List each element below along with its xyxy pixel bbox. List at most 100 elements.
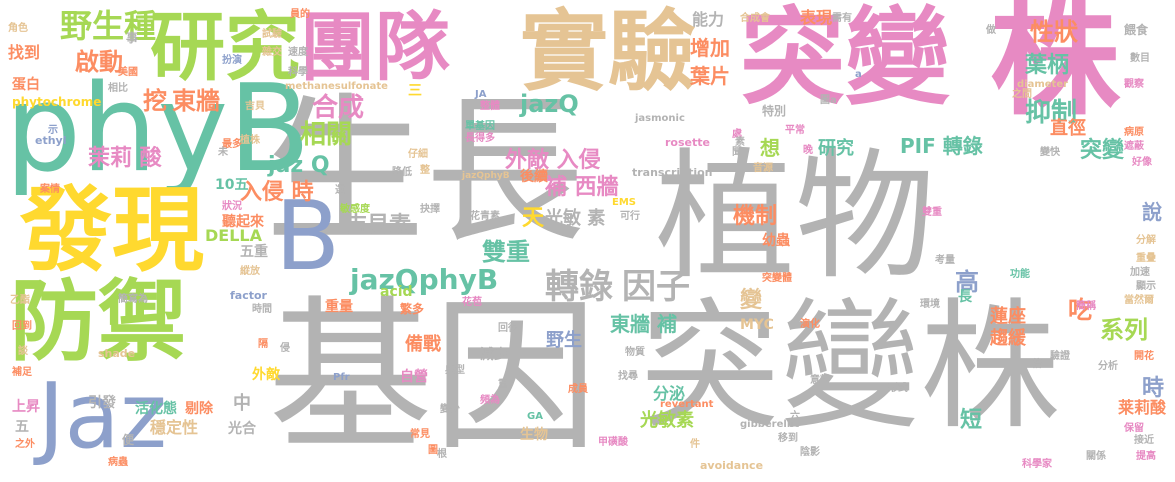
word-mutant-gray: 突變株	[640, 286, 1061, 449]
word-naturally: 當然爾	[1124, 295, 1154, 306]
word-phytochrome-lime: 光敏素	[640, 410, 694, 431]
word-substance: 物質	[625, 347, 645, 358]
word-member-of: 員的	[290, 9, 310, 20]
word-hear: 聞	[732, 147, 742, 158]
word-trigger: 引發	[88, 395, 116, 411]
word-most: 最多	[222, 139, 242, 150]
word-pif-transcription: PIF 轉錄	[900, 134, 983, 158]
word-say: 說	[1142, 200, 1162, 224]
word-hybrid: 雜交	[262, 47, 282, 58]
word-patch-westwall: 補 西牆	[545, 175, 619, 200]
word-mutation-pink: 突變	[740, 0, 951, 119]
word-research-small: 研究	[818, 138, 854, 159]
word-science: 科學	[288, 67, 308, 78]
word-phyb: phyB	[5, 60, 311, 199]
word-source: 音源	[753, 163, 773, 174]
word-phytochrome-en: phytochrome	[12, 95, 102, 109]
word-matter: 事	[126, 31, 139, 45]
word-synthesize: 合成會	[740, 13, 770, 24]
word-diameter: 直徑	[1050, 118, 1086, 139]
word-myc: MYC	[740, 317, 774, 333]
word-shadow: 陰影	[800, 447, 820, 458]
word-active-form: 活化態	[135, 401, 177, 417]
word-protein: 蛋白	[12, 77, 40, 93]
word-usa: 美國	[118, 67, 138, 78]
word-feasible: 可行	[620, 211, 640, 222]
word-overlap: 重疊	[1136, 253, 1156, 264]
word-mesylate: 甲磺酸	[598, 437, 628, 448]
word-restore: 回復	[498, 323, 518, 334]
word-trial: 試驗	[262, 29, 282, 40]
word-increase: 增加	[690, 36, 730, 60]
word-verify: 驗證	[1050, 351, 1070, 362]
word-jazqphyb-small: jazQphyB	[462, 171, 510, 181]
word-rosette: 蓮座	[990, 306, 1026, 327]
word-heavy: 重	[498, 379, 508, 390]
word-then: 便	[122, 433, 135, 447]
word-a: a	[855, 69, 862, 80]
word-b: B	[275, 182, 341, 292]
word-separate: 隔	[258, 339, 268, 350]
word-five: 五	[15, 419, 29, 435]
word-careful: 仔細	[408, 149, 428, 160]
word-wildtype: 野生種	[60, 7, 157, 45]
word-weight: 重量	[325, 299, 353, 315]
word-knockout: 剔除	[185, 401, 213, 417]
word-speed: 速度	[288, 47, 308, 58]
word-gibberellic: gibberellic	[740, 419, 800, 430]
word-single-gene: 單基因	[465, 121, 495, 132]
word-experiment: 實驗	[520, 0, 697, 103]
word-gene: 基因	[268, 281, 598, 473]
word-abbrev: 簡寫為	[118, 294, 148, 305]
word-ja: JA	[475, 89, 487, 100]
word-gibb-short: 吉貝	[245, 101, 265, 112]
word-diameter-en: diameter	[1017, 79, 1069, 90]
word-fivefold: 五重	[240, 244, 268, 260]
word-discover: 發現	[20, 177, 205, 284]
word-ethyl: ethyl	[35, 134, 67, 147]
word-invade-small: 侵	[280, 343, 290, 354]
word-change: 變	[740, 288, 763, 313]
word-grows-more: 長得多	[465, 133, 495, 144]
word-transcription-en: transcription	[632, 166, 713, 179]
word-jazq-space: jaz Q	[268, 153, 330, 178]
word-expected: 意料	[810, 375, 830, 386]
word-form: 形式	[888, 383, 908, 394]
word-figure: 圖	[428, 445, 438, 456]
word-mutant-body: 突變體	[762, 273, 792, 284]
word-three: 三	[408, 83, 422, 99]
word-pathogen: 病原	[1124, 127, 1144, 138]
word-decrease: 減少	[480, 347, 508, 363]
word-shade: shade	[98, 347, 136, 360]
word-acid: acid	[380, 284, 413, 300]
word-methanesulfonate: methanesulfonate	[285, 81, 388, 92]
word-eastwall-patch: 東牆 補	[610, 312, 677, 336]
word-ability: 能力	[692, 10, 725, 29]
word-rosette-en: rosette	[665, 136, 710, 149]
word-member: 成員	[568, 384, 588, 395]
word-jasmonic-acid: 茉莉 酸	[88, 146, 162, 171]
word-six: 六	[790, 411, 800, 422]
word-show: 顯示	[1136, 281, 1156, 292]
word-case: 案情	[40, 184, 60, 195]
word-relation: 關係	[1086, 451, 1106, 462]
word-double: 雙重	[482, 238, 530, 266]
word-think: 想	[760, 136, 780, 160]
word-environment: 環境	[920, 299, 940, 310]
word-synthesis: 合成	[312, 93, 365, 123]
word-play-role: 扮演	[222, 55, 242, 66]
word-analysis: 分析	[1098, 361, 1118, 372]
word-tall: 高	[955, 268, 979, 296]
word-seems: 好像	[1132, 157, 1152, 168]
word-leaf: 葉片	[690, 64, 730, 88]
word-slowdown: 趨緩	[990, 328, 1026, 349]
word-flowering: 開花	[1134, 351, 1154, 362]
word-series: 系列	[1100, 316, 1148, 344]
word-pest: 病蟲	[108, 457, 128, 468]
word-select: 選	[335, 185, 345, 196]
word-prepare: 備戰	[405, 334, 441, 355]
word-gibberellin: 吉貝素	[345, 213, 412, 238]
word-observe: 觀察	[1124, 79, 1144, 90]
word-start: 啟動	[75, 48, 123, 76]
